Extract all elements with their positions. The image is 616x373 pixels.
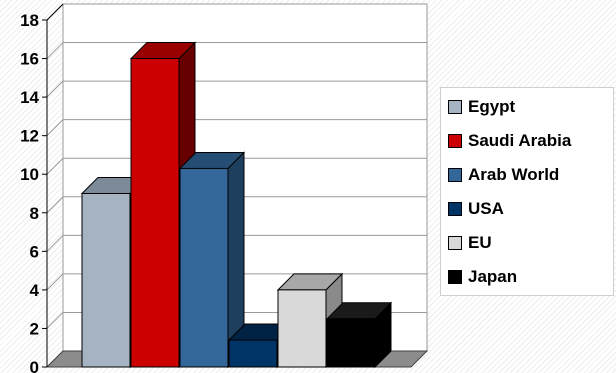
y-tick-label: 4 [30,281,40,300]
legend-swatch [448,100,462,114]
legend-label: USA [468,199,504,218]
y-tick-label: 12 [20,127,39,146]
gridline-diagonal [46,273,64,291]
gridline-diagonal [46,42,64,59]
bar-front [130,58,180,368]
legend-swatch [448,236,462,250]
legend-label: Saudi Arabia [468,131,572,150]
gridline-diagonal [46,157,64,175]
gridline-diagonal [46,119,64,137]
y-tick-label: 16 [20,50,39,69]
legend-label: Japan [468,267,518,286]
legend-item: Saudi Arabia [448,129,571,153]
legend-swatch [448,270,462,284]
legend-item: EU [448,231,492,255]
bar-japan [325,301,393,369]
y-tick-label: 2 [30,319,39,338]
y-tick-label: 8 [30,204,39,223]
y-axis-top [46,3,64,21]
bar-front [277,289,327,368]
legend-label: Arab World [468,165,560,184]
bar-front [81,193,131,368]
legend-item: Arab World [448,163,559,187]
y-tick-label: 6 [30,242,39,261]
y-axis [42,3,64,368]
legend-label: Egypt [468,97,516,116]
y-tick-labels: 0 2 4 6 8 10 12 14 16 18 [20,11,39,373]
legend-item: Japan [448,265,517,289]
legend-label: EU [468,233,492,252]
bars [80,41,393,369]
y-tick-label: 14 [20,88,39,107]
bar-front [326,318,376,368]
gridline-diagonal [46,312,64,329]
bar-front [179,167,229,368]
legend-item: Egypt [448,95,515,119]
gridline-diagonal [46,196,64,214]
gridline-diagonal [46,234,64,252]
bar-front [228,339,278,368]
legend-swatch [448,202,462,216]
legend: Egypt Saudi Arabia Arab World USA EU Jap… [440,87,614,296]
y-tick-label: 10 [20,165,39,184]
legend-item: USA [448,197,504,221]
gridline-diagonal [46,80,64,98]
legend-swatch [448,168,462,182]
y-tick-label: 0 [30,358,39,373]
legend-swatch [448,134,462,148]
y-tick-label: 18 [20,11,39,30]
